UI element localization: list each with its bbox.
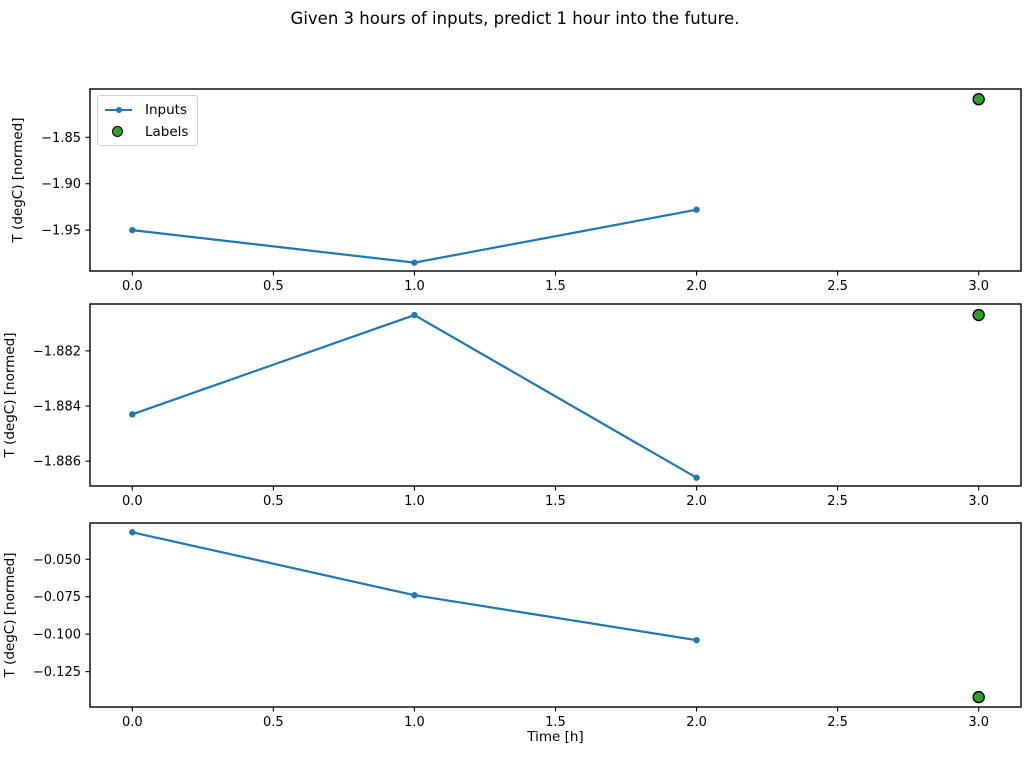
plot-area: [89, 303, 1022, 487]
y-tick-label: −0.050: [33, 553, 81, 568]
legend-label-labels: Labels: [145, 123, 189, 140]
y-tick-label: −0.125: [33, 665, 81, 680]
labels-point: [972, 308, 985, 322]
x-tick-label: 0.0: [122, 494, 143, 509]
subplot-1: −1.85 −1.90 −1.95 0.0 0.5 1.0 1.5 2.0 2.5 3.0 T (d…: [10, 88, 1022, 294]
inputs-point: [693, 206, 700, 213]
x-tick-label: 1.0: [404, 715, 425, 730]
plot-area: [89, 88, 1022, 272]
y-axis-label: T (degC) [normed]: [2, 553, 18, 679]
x-tick-label: 2.0: [686, 494, 707, 509]
x-tick-label: 1.0: [404, 494, 425, 509]
x-tick-label: 3.0: [968, 494, 989, 509]
x-tick-label: 2.0: [686, 279, 707, 294]
x-tick-label: 0.0: [122, 279, 143, 294]
plot-area: [89, 522, 1022, 708]
inputs-point: [411, 592, 418, 599]
y-tick-label: −1.90: [41, 177, 81, 192]
inputs-line-sample-icon: [105, 102, 132, 117]
y-tick-label: −0.100: [33, 628, 81, 643]
subplot-2: −1.882 −1.884 −1.886 0.0 0.5 1.0 1.5 2.0 2.5 3.0 T…: [2, 303, 1022, 509]
y-tick-label: −1.85: [41, 131, 81, 146]
x-tick-label: 1.5: [545, 494, 566, 509]
y-tick-label: −1.95: [41, 224, 81, 239]
legend-label-inputs: Inputs: [145, 101, 187, 118]
y-axis-label: T (degC) [normed]: [10, 118, 26, 244]
inputs-point: [693, 636, 700, 644]
x-tick-label: 0.5: [263, 494, 284, 509]
inputs-point: [411, 311, 418, 319]
x-tick-label: 3.0: [968, 715, 989, 730]
y-axis-label: T (degC) [normed]: [2, 333, 18, 459]
x-tick-label: 2.5: [827, 279, 848, 294]
inputs-point: [693, 474, 700, 481]
subplot-3: −0.050 −0.075 −0.100 −0.125 0.0 0.5 1.0 1.5 2.0 2…: [2, 522, 1022, 730]
inputs-line: [131, 208, 698, 264]
labels-point: [972, 690, 985, 704]
y-tick-label: −1.886: [33, 455, 81, 470]
x-tick-label: 2.0: [686, 715, 707, 730]
legend-item-inputs: Inputs: [105, 100, 188, 119]
legend: Inputs Labels: [97, 95, 199, 146]
x-tick-label: 2.5: [827, 715, 848, 730]
x-tick-label: 1.5: [545, 279, 566, 294]
x-axis-title: Time [h]: [527, 729, 584, 745]
inputs-line: [131, 531, 698, 642]
x-tick-label: 0.0: [122, 715, 143, 730]
inputs-point: [129, 411, 136, 418]
x-tick-label: 0.5: [263, 715, 284, 730]
y-tick-label: −1.884: [33, 400, 81, 415]
x-tick-label: 3.0: [968, 279, 989, 294]
inputs-point: [411, 259, 418, 266]
x-tick-label: 2.5: [827, 494, 848, 509]
x-tick-label: 0.5: [263, 279, 284, 294]
x-tick-label: 1.5: [545, 715, 566, 730]
inputs-line: [131, 313, 698, 479]
labels-point: [972, 93, 985, 106]
inputs-point: [129, 226, 136, 234]
labels-marker-sample-icon: [105, 124, 132, 139]
figure-title: Given 3 hours of inputs, predict 1 hour …: [290, 9, 740, 28]
y-tick-label: −1.882: [33, 344, 81, 359]
x-tick-label: 1.0: [404, 279, 425, 294]
y-tick-label: −0.075: [33, 590, 81, 605]
inputs-point: [129, 529, 136, 536]
legend-item-labels: Labels: [105, 122, 188, 141]
